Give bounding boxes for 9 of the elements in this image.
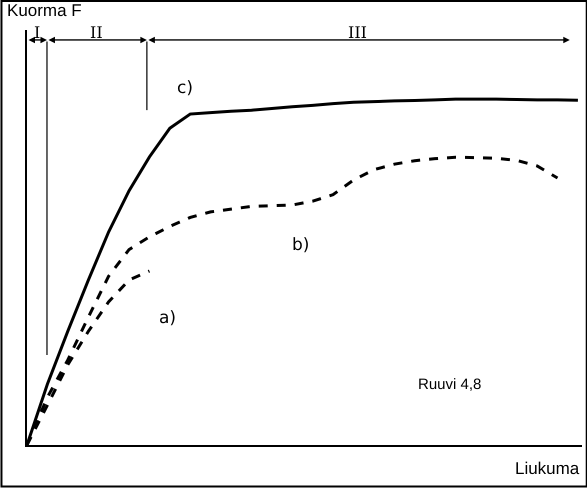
annotation: a) <box>159 308 176 328</box>
text: I <box>34 23 40 42</box>
y-axis-title: Kuorma F <box>7 1 82 20</box>
text: II <box>90 23 103 42</box>
text: c) <box>177 78 193 98</box>
annotation: Ruuvi 4,8 <box>418 376 482 393</box>
text: III <box>348 23 367 42</box>
x-axis-title: Liukuma <box>515 459 580 478</box>
annotation: b) <box>292 235 310 255</box>
